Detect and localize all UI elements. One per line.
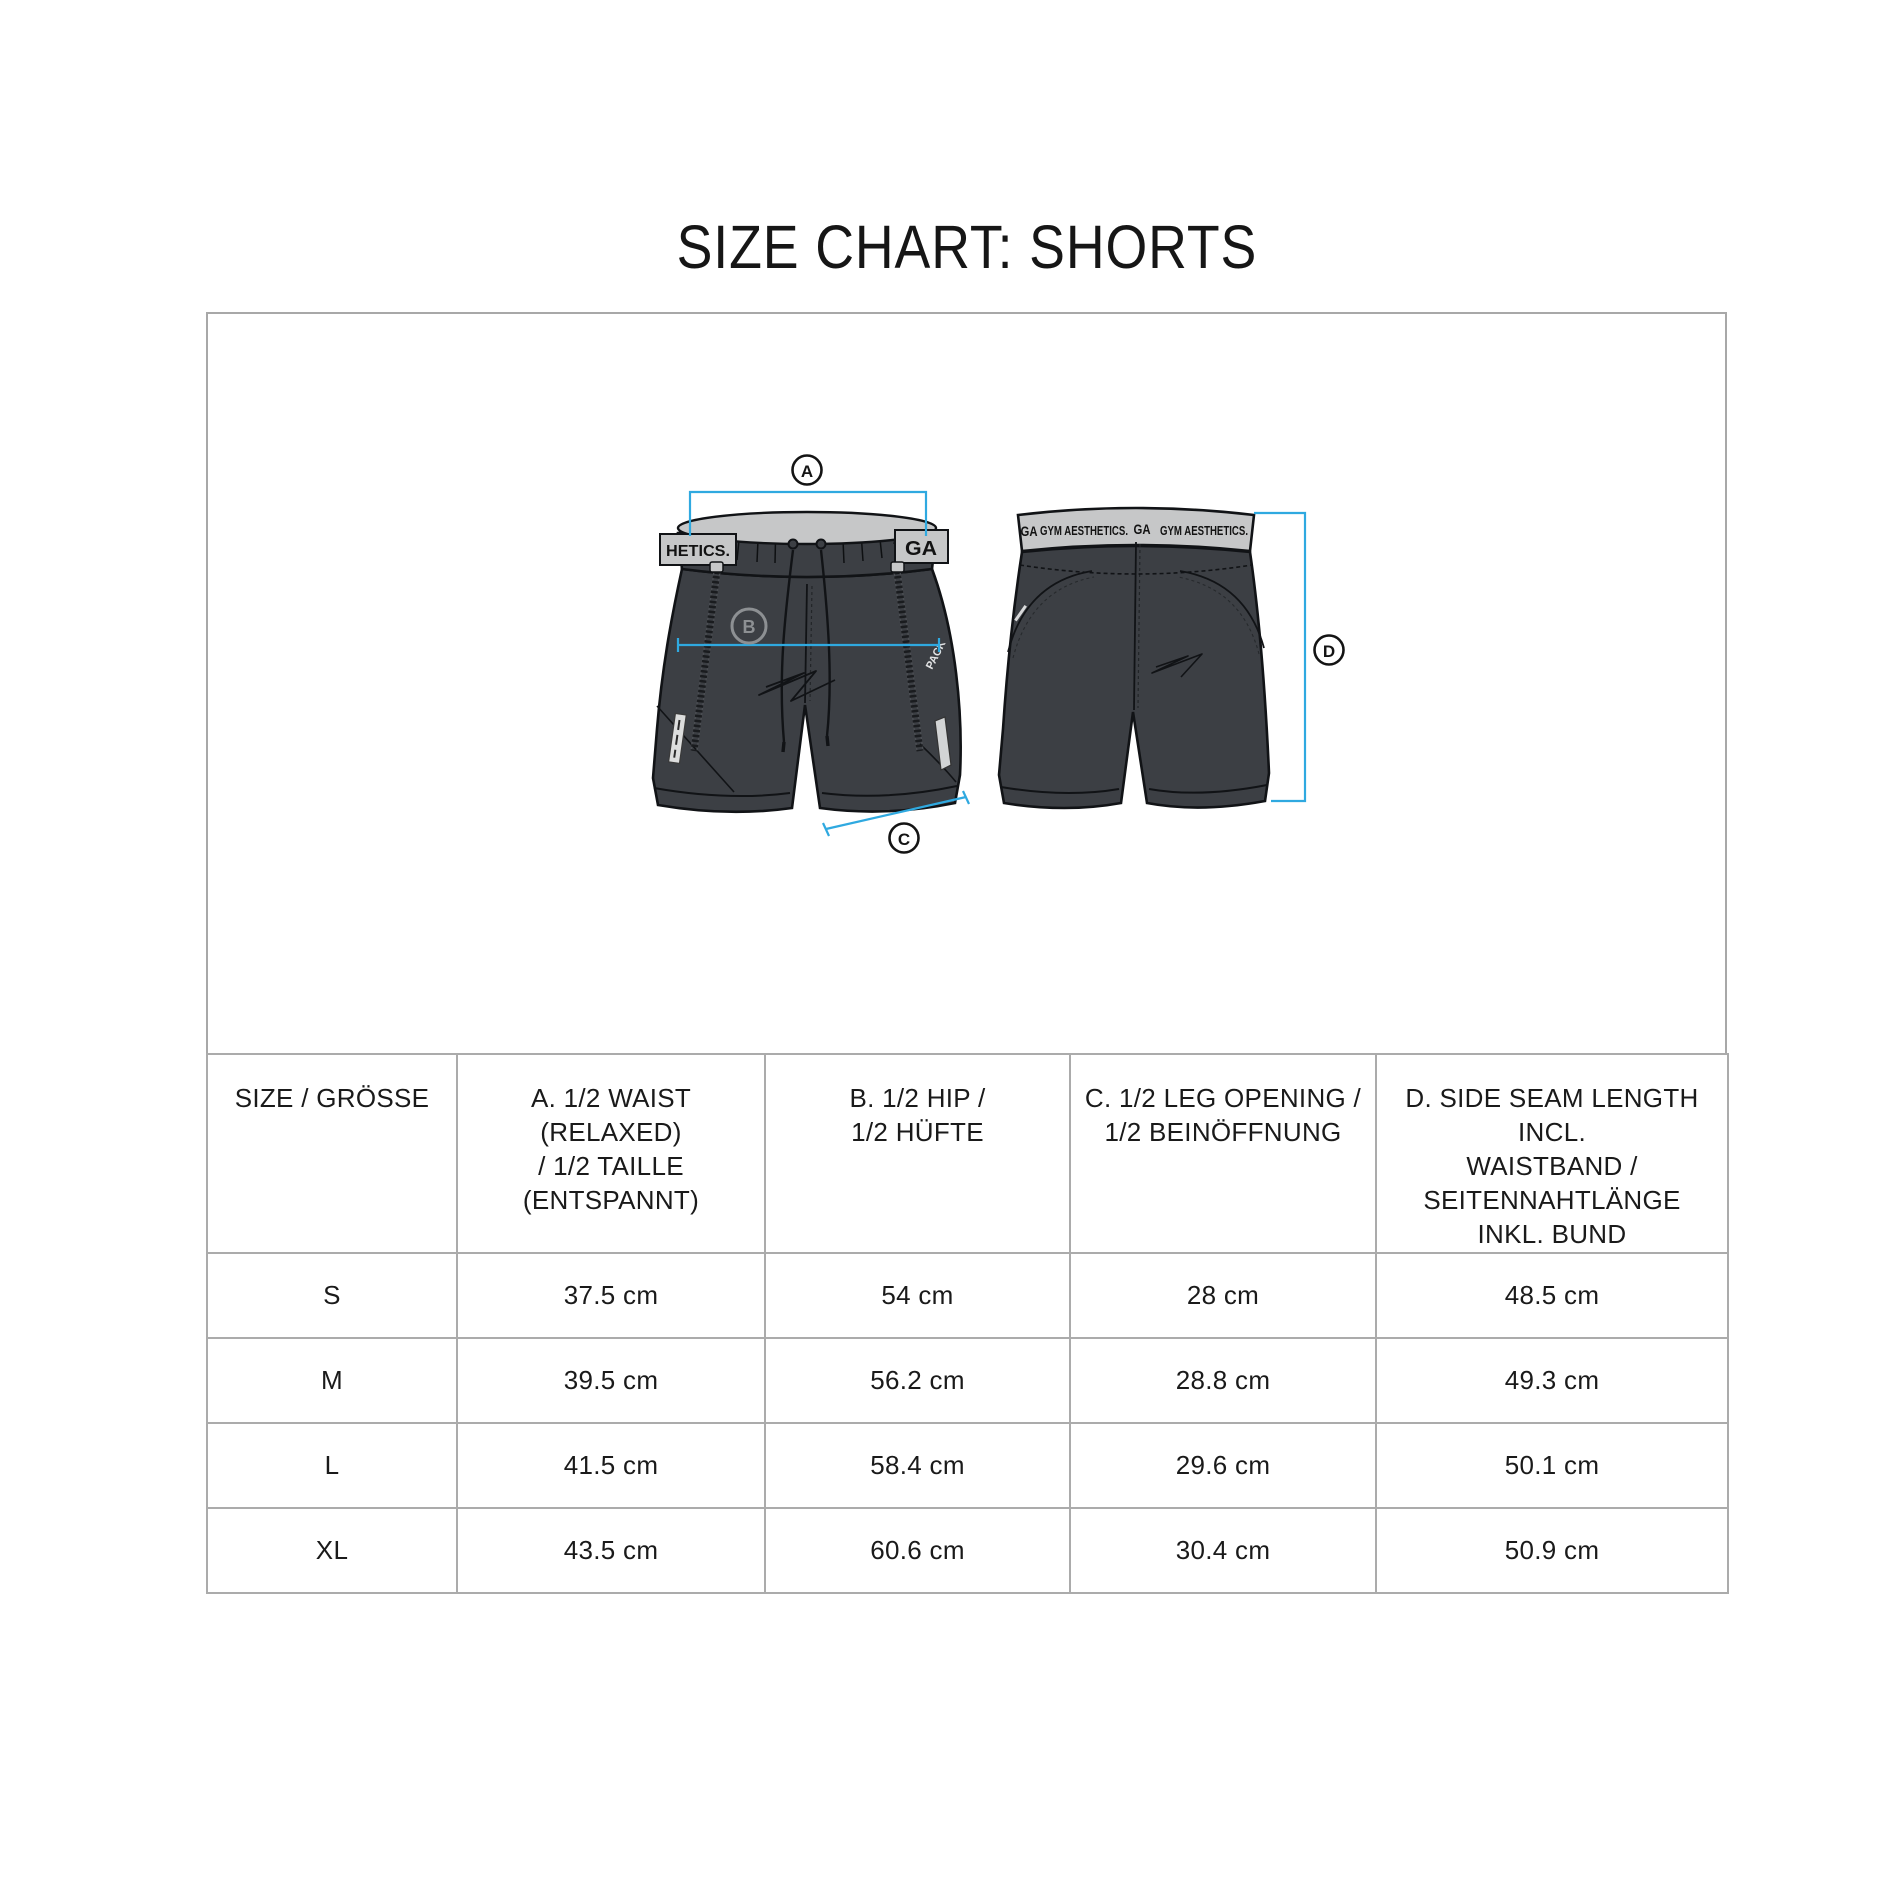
measurement-b: B — [676, 607, 941, 652]
ga-logo-icon: GA — [1134, 521, 1151, 537]
front-waistband-ga-patch: GA — [894, 529, 949, 564]
front-scribble-logo — [758, 670, 836, 702]
page-title: SIZE CHART: SHORTS — [206, 212, 1727, 282]
header-side-seam: D. SIDE SEAM LENGTH INCL. WAISTBAND / SE… — [1375, 1053, 1729, 1254]
label-d: D — [1323, 642, 1335, 661]
cell-leg-opening: 29.6 cm — [1069, 1422, 1377, 1509]
cell-waist: 37.5 cm — [456, 1252, 766, 1339]
cell-leg-opening: 28 cm — [1069, 1252, 1377, 1339]
back-waistband: GA GYM AESTHETICS. GA GYM AESTHETICS. — [1016, 506, 1256, 553]
label-b: B — [743, 617, 756, 637]
ga-logo-icon: GA — [905, 538, 937, 560]
cell-waist: 41.5 cm — [456, 1422, 766, 1509]
header-waist: A. 1/2 WAIST (RELAXED) / 1/2 TAILLE (ENT… — [456, 1053, 766, 1254]
cell-waist: 39.5 cm — [456, 1337, 766, 1424]
cell-waist: 43.5 cm — [456, 1507, 766, 1594]
shorts-back-view: GA GYM AESTHETICS. GA GYM AESTHETICS. — [997, 506, 1271, 810]
back-scribble-logo — [1151, 653, 1203, 678]
header-leg-opening: C. 1/2 LEG OPENING / 1/2 BEINÖFFNUNG — [1069, 1053, 1377, 1254]
back-waistband-text-2: GYM AESTHETICS. — [1160, 524, 1248, 538]
front-reflective-strip — [934, 716, 952, 771]
measurement-c: C — [822, 790, 970, 854]
front-right-zipper — [890, 561, 924, 752]
cell-hip: 56.2 cm — [764, 1337, 1071, 1424]
size-table: SIZE / GRÖSSE A. 1/2 WAIST (RELAXED) / 1… — [206, 1053, 1729, 1594]
back-waistband-text-1: GYM AESTHETICS. — [1040, 524, 1128, 538]
table-row-l: L 41.5 cm 58.4 cm 29.6 cm 50.1 cm — [206, 1422, 1729, 1509]
waistband-inner — [676, 510, 938, 546]
label-c: C — [898, 830, 910, 849]
cell-leg-opening: 30.4 cm — [1069, 1507, 1377, 1594]
header-hip: B. 1/2 HIP / 1/2 HÜFTE — [764, 1053, 1071, 1254]
shorts-technical-drawing: HETICS. GA — [651, 454, 1345, 854]
cell-hip: 60.6 cm — [764, 1507, 1071, 1594]
cell-leg-opening: 28.8 cm — [1069, 1337, 1377, 1424]
cell-size: M — [206, 1337, 458, 1424]
svg-text:HETICS.: HETICS. — [666, 543, 730, 560]
size-table-header-row: SIZE / GRÖSSE A. 1/2 WAIST (RELAXED) / 1… — [206, 1053, 1729, 1254]
ga-logo-icon: GA — [1021, 523, 1038, 539]
cell-side-seam: 48.5 cm — [1375, 1252, 1729, 1339]
shorts-front-view: HETICS. GA — [651, 510, 962, 814]
back-side-label — [1014, 604, 1027, 622]
table-row-m: M 39.5 cm 56.2 cm 28.8 cm 49.3 cm — [206, 1337, 1729, 1424]
front-left-hem-strip — [667, 712, 687, 765]
cell-size: L — [206, 1422, 458, 1509]
cell-size: XL — [206, 1507, 458, 1594]
front-left-zipper — [690, 561, 724, 752]
table-row-xl: XL 43.5 cm 60.6 cm 30.4 cm 50.9 cm — [206, 1507, 1729, 1594]
table-row-s: S 37.5 cm 54 cm 28 cm 48.5 cm — [206, 1252, 1729, 1339]
header-size: SIZE / GRÖSSE — [206, 1053, 458, 1254]
page-title-text: SIZE CHART: SHORTS — [676, 213, 1257, 281]
label-a: A — [801, 462, 813, 481]
cell-side-seam: 50.9 cm — [1375, 1507, 1729, 1594]
measurement-d: D — [1254, 511, 1345, 803]
measurement-a: A — [688, 454, 928, 536]
shorts-diagram-frame: HETICS. GA — [206, 312, 1727, 1053]
front-waistband-label-left: HETICS. — [659, 533, 737, 566]
cell-side-seam: 50.1 cm — [1375, 1422, 1729, 1509]
cell-side-seam: 49.3 cm — [1375, 1337, 1729, 1424]
cell-hip: 58.4 cm — [764, 1422, 1071, 1509]
cell-size: S — [206, 1252, 458, 1339]
cell-hip: 54 cm — [764, 1252, 1071, 1339]
